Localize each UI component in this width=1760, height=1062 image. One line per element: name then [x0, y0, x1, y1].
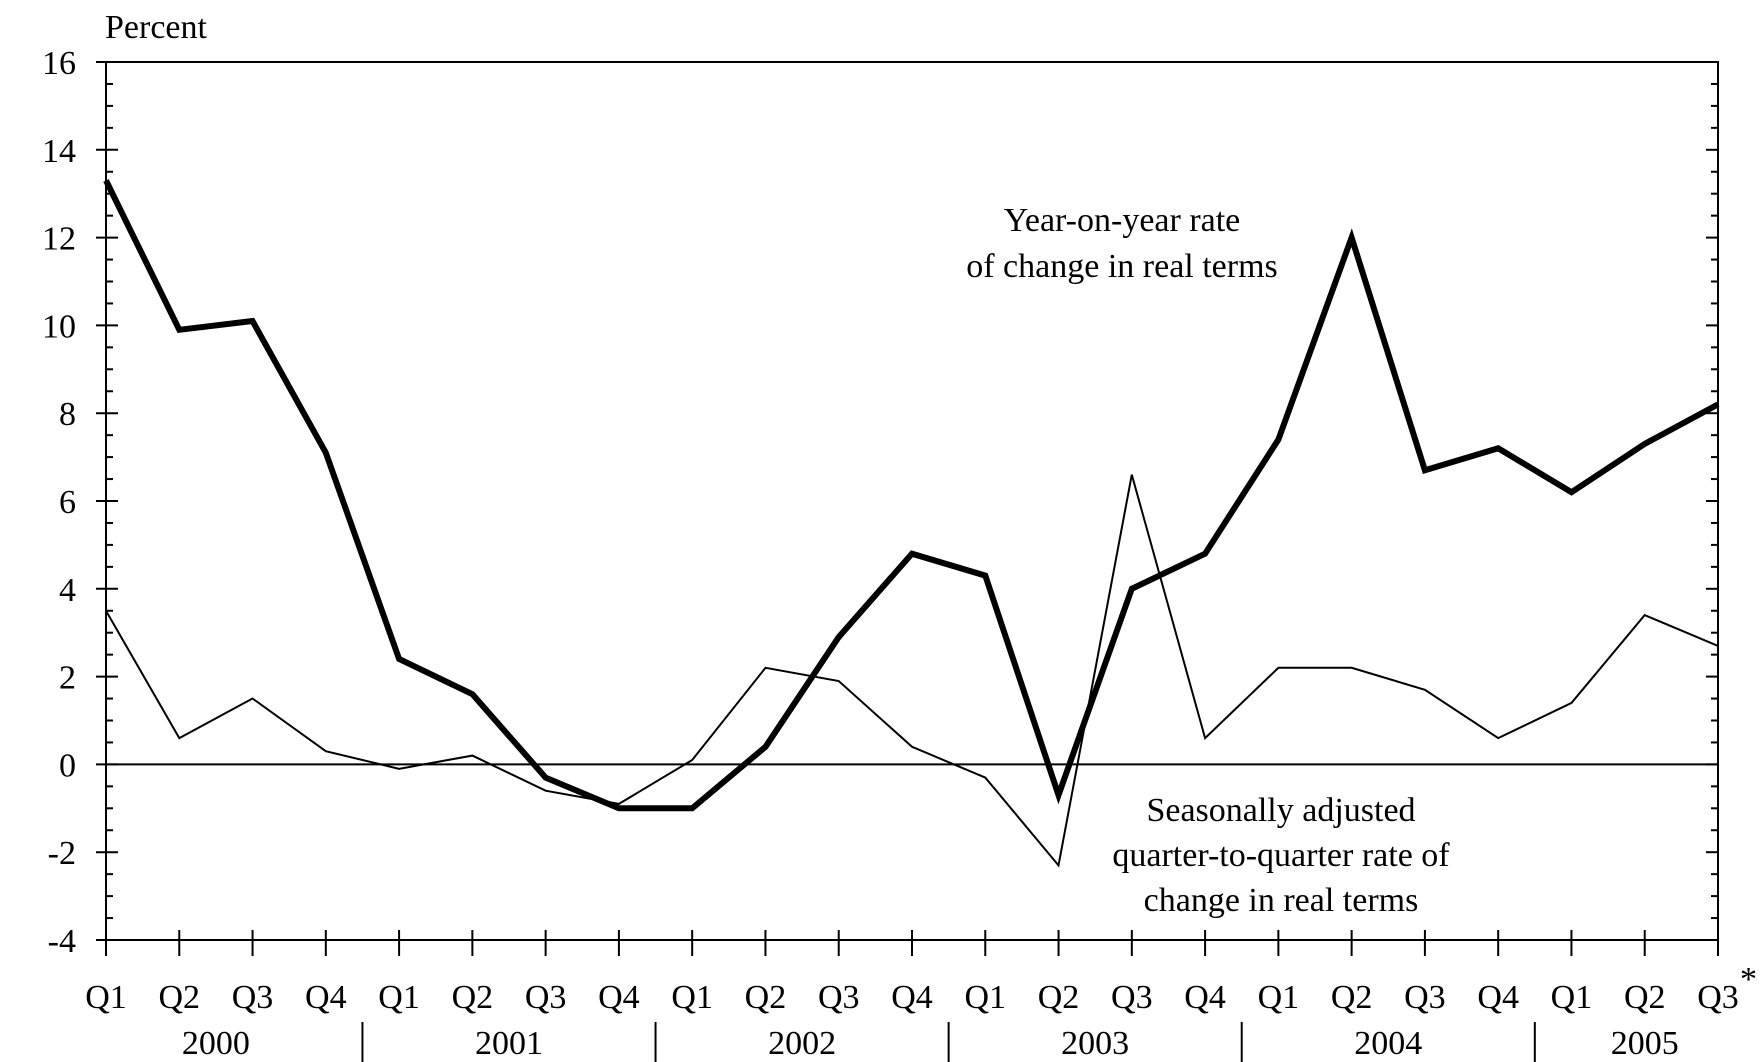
- y-tick-label: 2: [59, 660, 76, 697]
- year-label: 2000: [182, 1025, 250, 1062]
- x-tick-label: Q3: [232, 979, 274, 1016]
- y-tick-label: 10: [42, 308, 76, 345]
- qoq-annotation-line-2: quarter-to-quarter rate of: [1112, 837, 1450, 874]
- x-tick-label: Q3: [818, 979, 860, 1016]
- y-tick-label: 16: [42, 45, 76, 82]
- x-tick-label: Q1: [378, 979, 420, 1016]
- series-yoy-line: [103, 179, 1720, 812]
- x-tick-label: Q2: [1038, 979, 1080, 1016]
- x-tick-label: Q1: [85, 979, 127, 1016]
- x-tick-label: Q2: [158, 979, 200, 1016]
- plot-frame: [105, 61, 1719, 941]
- year-label: 2005: [1611, 1025, 1679, 1062]
- yoy-annotation-line-1: Year-on-year rate: [1004, 202, 1241, 239]
- x-tick-label: Q1: [964, 979, 1006, 1016]
- x-tick-label: Q4: [598, 979, 640, 1016]
- x-tick-label: Q4: [305, 979, 347, 1016]
- yoy-annotation-line-2: of change in real terms: [966, 248, 1278, 285]
- y-tick-label: 6: [59, 484, 76, 521]
- x-tick-label: Q2: [1331, 979, 1373, 1016]
- x-tick-footnote-mark: *: [1740, 961, 1757, 998]
- y-tick-label: 12: [42, 221, 76, 258]
- x-tick-label: Q3: [1697, 979, 1739, 1016]
- x-tick-label: Q2: [452, 979, 494, 1016]
- x-tick-label: Q1: [671, 979, 713, 1016]
- x-tick-label: Q1: [1551, 979, 1593, 1016]
- year-label: 2003: [1061, 1025, 1129, 1062]
- x-tick-label: Q4: [1477, 979, 1519, 1016]
- qoq-annotation-line-1: Seasonally adjusted: [1146, 792, 1415, 829]
- y-tick-label: -2: [48, 835, 76, 872]
- x-tick-label: Q2: [1624, 979, 1666, 1016]
- annotations: Year-on-year rate of change in real term…: [966, 202, 1450, 919]
- y-tick-label: 8: [59, 396, 76, 433]
- x-tick-label: Q3: [1404, 979, 1446, 1016]
- year-label: 2001: [475, 1025, 543, 1062]
- series-group: [103, 179, 1720, 868]
- series-qoq-line: [105, 474, 1719, 868]
- x-axis: Q1 Q2 Q3 Q4 Q1 Q2 Q3 Q4 Q1 Q2 Q3 Q4 Q1 Q2 Q3 Q4 Q1 Q2 Q3 Q4…: [85, 930, 1757, 1062]
- y-tick-label: -4: [48, 923, 76, 960]
- y-tick-label: 0: [59, 747, 76, 784]
- y-axis-label: Percent: [105, 9, 208, 46]
- x-tick-label: Q2: [745, 979, 787, 1016]
- y-axis: -4 -2 0 2 4 6 8 10 12 14 16: [42, 45, 1718, 960]
- x-tick-label: Q3: [525, 979, 567, 1016]
- qoq-annotation-line-3: change in real terms: [1144, 882, 1419, 919]
- y-tick-label: 14: [42, 133, 76, 170]
- x-tick-label: Q1: [1258, 979, 1300, 1016]
- y-tick-label: 4: [59, 572, 76, 609]
- year-label: 2002: [768, 1025, 836, 1062]
- year-label: 2004: [1354, 1025, 1422, 1062]
- x-tick-label: Q4: [891, 979, 933, 1016]
- x-tick-label: Q4: [1184, 979, 1226, 1016]
- x-tick-label: Q3: [1111, 979, 1153, 1016]
